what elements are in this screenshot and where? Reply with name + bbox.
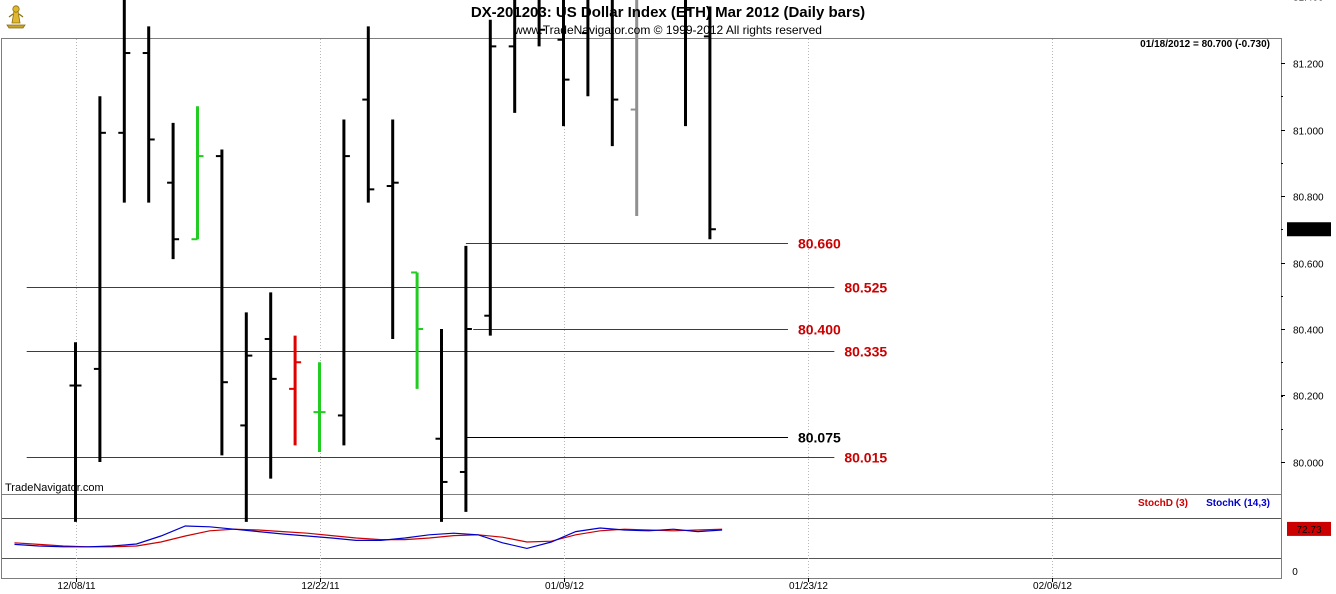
stoch-value-box <box>1287 521 1331 536</box>
level-lines: 82.42582.23582.22082.05080.66080.52580.4… <box>26 236 887 466</box>
y-tick-label: 80.200 <box>1293 392 1324 403</box>
stochk-legend: StochK (14,3) <box>1206 498 1270 509</box>
ohlc-bar <box>537 0 546 47</box>
stochk-line <box>14 525 723 550</box>
ohlc-bar <box>264 292 277 479</box>
level-label: 80.335 <box>844 344 887 360</box>
y-tick-label: 80.000 <box>1293 459 1324 470</box>
ohlc-bar <box>435 329 448 522</box>
ohlc-bar <box>240 312 253 522</box>
ohlc-bar <box>557 0 570 127</box>
y-tick-label: 81.200 <box>1293 60 1324 71</box>
ohlc-bar <box>215 149 228 456</box>
level-label: 80.525 <box>844 280 887 296</box>
level-label: 80.660 <box>798 236 841 252</box>
ohlc-bar <box>508 0 517 113</box>
last-price-box <box>1287 222 1331 237</box>
x-tick-label: 02/06/12 <box>1033 581 1072 592</box>
trade-navigator-logo-icon <box>4 3 28 29</box>
ohlc-bar <box>386 119 399 339</box>
stochastic-lines <box>14 525 723 550</box>
stoch-zero-label: 0 <box>1292 567 1298 578</box>
ohlc-bar <box>118 0 131 203</box>
ohlc-bar <box>581 0 590 97</box>
ohlc-bar <box>191 106 204 241</box>
ohlc-bar <box>167 122 180 260</box>
ohlc-bar <box>289 335 302 446</box>
y-tick-label: 81.000 <box>1293 127 1324 138</box>
ohlc-bar <box>459 245 472 512</box>
stochastic-pane-border <box>1 494 1282 579</box>
copyright-subtitle: www.TradeNavigator.com © 1999-2012 All r… <box>513 23 822 37</box>
y-tick-label: 80.600 <box>1293 260 1324 271</box>
x-tick-label: 01/23/12 <box>789 581 828 592</box>
stoch-value-label: 72.73 <box>1296 525 1321 536</box>
price-readout: 01/18/2012 = 80.700 (-0.730) <box>1140 39 1270 50</box>
axes: 12/08/11 12/22/11 01/09/12 01/23/12 02/06/12… <box>57 0 1331 592</box>
ohlc-bar <box>610 0 619 147</box>
ohlc-bar <box>93 96 106 462</box>
ohlc-bar <box>484 19 497 336</box>
ohlc-bar <box>142 26 155 203</box>
ohlc-bar <box>684 0 692 127</box>
ohlc-bar <box>313 362 326 453</box>
ohlc-bar <box>411 271 424 389</box>
y-tick-label: 80.400 <box>1293 326 1324 337</box>
ohlc-bar <box>703 6 716 240</box>
ohlc-bar <box>362 26 375 203</box>
x-tick-label: 01/09/12 <box>545 581 584 592</box>
x-tick-label: 12/08/11 <box>57 581 96 592</box>
ohlc-bar <box>69 342 82 522</box>
stochd-line <box>14 528 723 548</box>
stochd-legend: StochD (3) <box>1138 498 1188 509</box>
x-tick-label: 12/22/11 <box>301 581 340 592</box>
ohlc-bar <box>337 119 350 446</box>
chart-title: DX-201203: US Dollar Index (ETH) Mar 201… <box>471 4 865 21</box>
last-price-label: 80.700 <box>1294 225 1325 236</box>
level-label: 80.075 <box>798 430 841 446</box>
y-tick-label: 80.800 <box>1293 193 1324 204</box>
level-label: 80.015 <box>844 450 887 466</box>
watermark: TradeNavigator.com <box>5 482 104 494</box>
level-label: 80.400 <box>798 322 841 338</box>
ohlc-bar <box>630 0 639 216</box>
y-tick-label: 81.400 <box>1293 0 1324 4</box>
ohlc-bars <box>69 0 716 522</box>
